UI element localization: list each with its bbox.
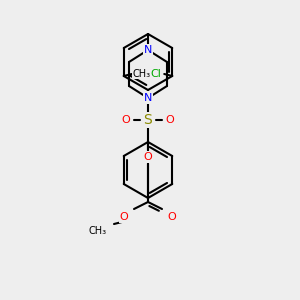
Text: O: O <box>122 115 130 125</box>
Text: N: N <box>144 45 152 55</box>
Text: O: O <box>166 115 174 125</box>
Text: Cl: Cl <box>151 69 162 79</box>
Text: N: N <box>144 93 152 103</box>
Text: CH₃: CH₃ <box>89 226 107 236</box>
Text: O: O <box>144 152 152 162</box>
Text: CH₃: CH₃ <box>133 69 151 79</box>
Text: S: S <box>144 113 152 127</box>
Text: O: O <box>168 212 176 222</box>
Text: O: O <box>120 212 128 222</box>
